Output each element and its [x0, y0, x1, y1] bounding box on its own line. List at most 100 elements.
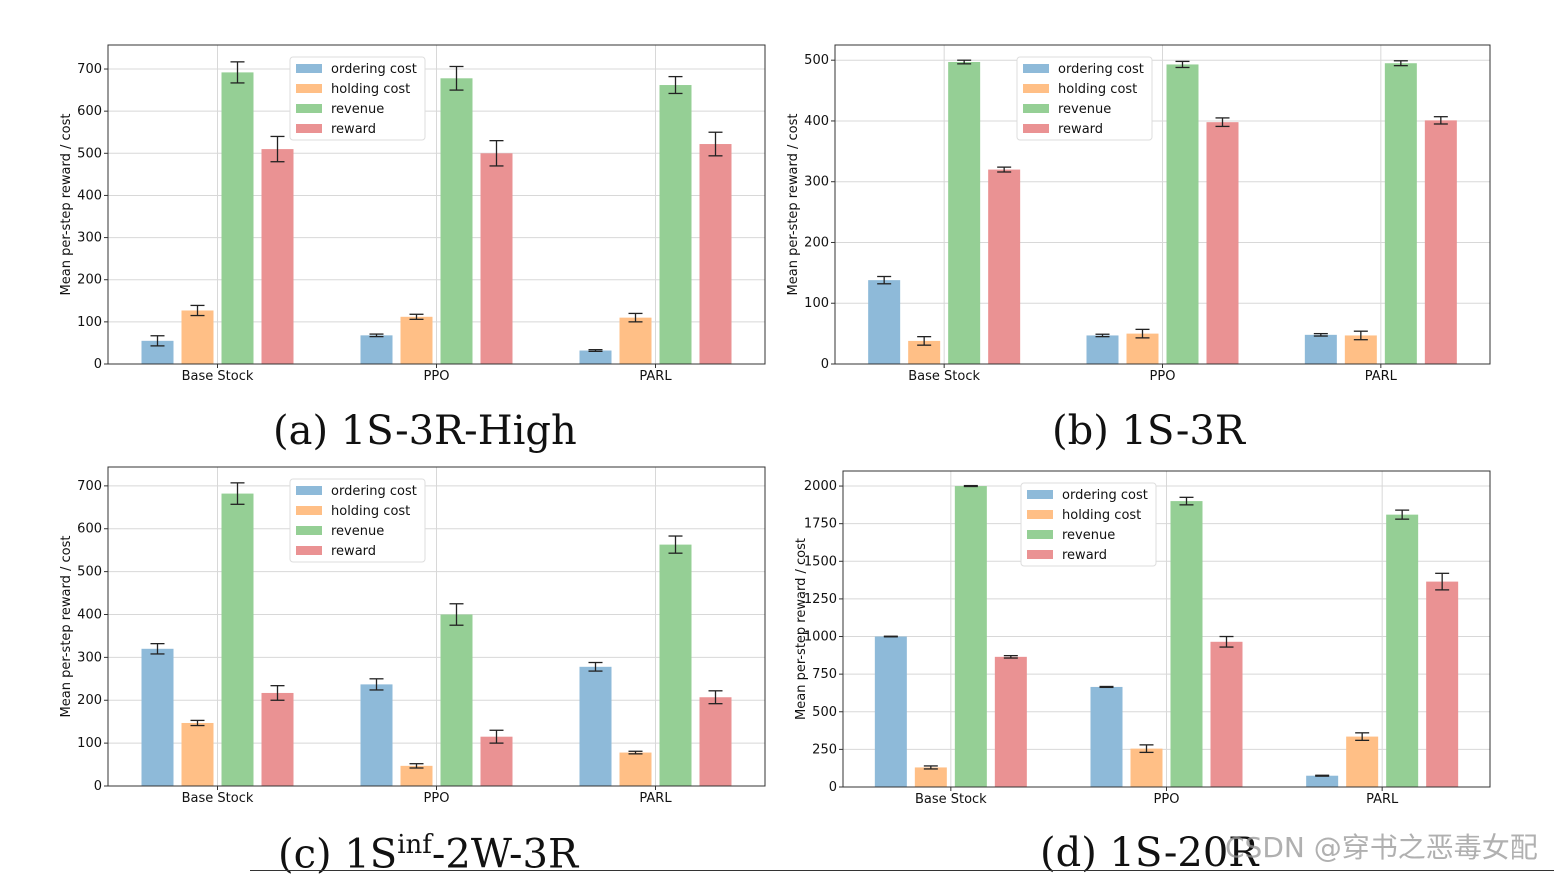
- y-tick-label: 1250: [804, 592, 837, 607]
- y-tick-label: 600: [77, 104, 102, 119]
- legend-label: revenue: [331, 524, 384, 539]
- bar-holding-cost: [1126, 333, 1159, 364]
- legend-label: reward: [331, 544, 376, 559]
- subplot-2: 0 100 200 300 400 500 600 700 Base Stock PPO PARL M…: [59, 466, 766, 806]
- y-tick-label: 200: [77, 273, 102, 288]
- legend-swatch: [296, 526, 322, 535]
- x-tick-label: PARL: [1365, 369, 1398, 384]
- bar-revenue: [659, 544, 692, 786]
- legend-swatch: [1027, 550, 1053, 559]
- legend-swatch: [1027, 490, 1053, 499]
- y-tick-label: 100: [77, 315, 102, 330]
- bar-reward: [994, 656, 1027, 787]
- caption-c-main: (c) 1S: [278, 831, 398, 877]
- bar-revenue: [1166, 64, 1199, 364]
- x-tick-label: Base Stock: [915, 792, 987, 807]
- y-tick-label: 300: [804, 175, 829, 190]
- legend-swatch: [296, 124, 322, 133]
- x-tick-label: PPO: [424, 791, 450, 806]
- y-axis-label: Mean per-step reward / cost: [59, 536, 74, 718]
- bar-holding-cost: [914, 767, 947, 787]
- y-tick-label: 0: [94, 357, 102, 372]
- bar-holding-cost: [181, 310, 214, 364]
- legend-swatch: [1023, 64, 1049, 73]
- bar-ordering-cost: [141, 648, 174, 786]
- y-tick-label: 500: [812, 705, 837, 720]
- x-tick-label: Base Stock: [182, 791, 254, 806]
- caption-b: (b) 1S-3R: [1052, 408, 1245, 454]
- legend-swatch: [296, 506, 322, 515]
- bar-reward: [699, 144, 732, 364]
- y-tick-label: 750: [812, 667, 837, 682]
- subplot-0: 0 100 200 300 400 500 600 700 Base Stock PPO PARL M…: [59, 44, 766, 384]
- legend-label: holding cost: [331, 82, 410, 97]
- y-tick-label: 250: [812, 742, 837, 757]
- bar-ordering-cost: [360, 684, 393, 786]
- y-tick-label: 300: [77, 650, 102, 665]
- caption-d: (d) 1S-20R: [1040, 830, 1259, 876]
- y-tick-label: 1500: [804, 554, 837, 569]
- y-tick-label: 0: [94, 779, 102, 794]
- bar-ordering-cost: [868, 280, 901, 364]
- watermark: CSDN @穿书之恶毒女配: [1225, 831, 1538, 864]
- bar-ordering-cost: [1304, 334, 1337, 364]
- bar-ordering-cost: [579, 666, 612, 786]
- y-tick-label: 0: [829, 780, 837, 795]
- x-tick-label: PPO: [1154, 792, 1180, 807]
- y-tick-label: 1750: [804, 517, 837, 532]
- y-tick-label: 1000: [804, 630, 837, 645]
- legend-swatch: [296, 84, 322, 93]
- bar-revenue: [440, 614, 473, 786]
- bar-revenue: [659, 85, 692, 365]
- bar-ordering-cost: [141, 340, 174, 364]
- legend: [1016, 56, 1153, 141]
- y-tick-label: 400: [77, 607, 102, 622]
- caption-c: (c) 1Sinf-2W-3R: [278, 830, 578, 877]
- legend-label: ordering cost: [331, 62, 417, 77]
- y-tick-label: 200: [804, 235, 829, 250]
- y-tick-label: 100: [804, 296, 829, 311]
- caption-c-sup: inf: [397, 830, 432, 860]
- bar-holding-cost: [400, 316, 433, 364]
- bar-holding-cost: [400, 765, 433, 786]
- legend-label: reward: [331, 122, 376, 137]
- legend-label: holding cost: [1062, 508, 1141, 523]
- legend-swatch: [1027, 530, 1053, 539]
- bar-revenue: [440, 78, 473, 364]
- bar-reward: [1206, 122, 1239, 364]
- y-tick-label: 700: [77, 62, 102, 77]
- bar-reward: [261, 149, 294, 364]
- legend-swatch: [296, 546, 322, 555]
- y-tick-label: 400: [77, 188, 102, 203]
- bar-reward: [1210, 641, 1243, 787]
- bar-revenue: [948, 62, 981, 364]
- bar-ordering-cost: [579, 350, 612, 364]
- bar-reward: [480, 736, 513, 786]
- bar-revenue: [221, 493, 254, 786]
- bar-reward: [261, 692, 294, 786]
- bar-reward: [1426, 581, 1459, 787]
- bar-reward: [480, 153, 513, 364]
- y-tick-label: 500: [804, 53, 829, 68]
- legend-label: reward: [1058, 122, 1103, 137]
- legend: [289, 56, 426, 141]
- legend-swatch: [1023, 84, 1049, 93]
- x-tick-label: PARL: [639, 791, 672, 806]
- caption-a: (a) 1S-3R-High: [273, 408, 577, 454]
- x-tick-label: PARL: [639, 369, 672, 384]
- bar-revenue: [1170, 501, 1203, 787]
- y-tick-label: 300: [77, 231, 102, 246]
- x-tick-label: PPO: [1150, 369, 1176, 384]
- bar-holding-cost: [908, 340, 941, 364]
- bar-holding-cost: [619, 752, 652, 786]
- bar-revenue: [1384, 63, 1417, 364]
- legend-label: ordering cost: [1062, 488, 1148, 503]
- y-tick-label: 0: [821, 357, 829, 372]
- y-axis-label: Mean per-step reward / cost: [794, 538, 809, 720]
- legend-label: reward: [1062, 548, 1107, 563]
- bar-ordering-cost: [360, 335, 393, 364]
- legend-swatch: [296, 486, 322, 495]
- legend-label: ordering cost: [1058, 62, 1144, 77]
- bar-revenue: [1386, 514, 1419, 787]
